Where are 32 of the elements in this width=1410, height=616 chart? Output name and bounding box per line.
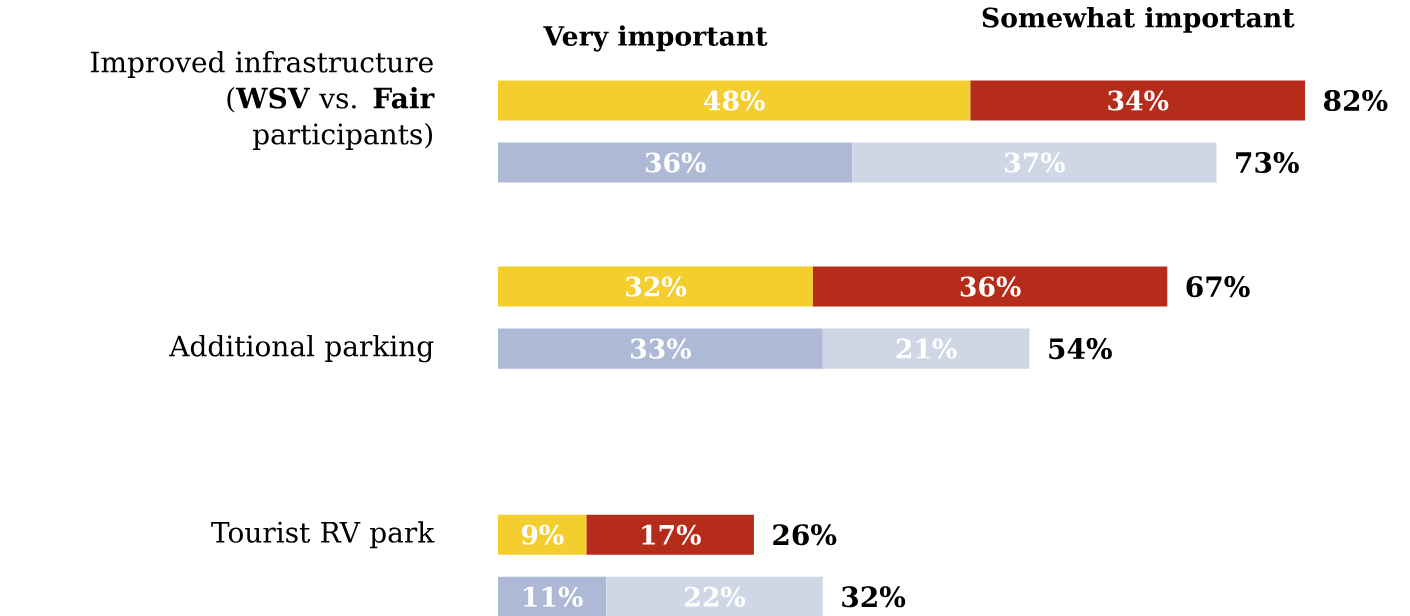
bar (586, 514, 754, 555)
bar (852, 142, 1217, 183)
bar (498, 576, 607, 616)
bar (498, 80, 971, 121)
series-label: Very important (543, 25, 768, 52)
data-label: 9% (521, 524, 564, 545)
bar (812, 266, 1168, 307)
total-label: 67% (1186, 276, 1250, 298)
total-label: 26% (773, 524, 837, 546)
data-label: 48% (704, 90, 765, 111)
bar (606, 576, 823, 616)
data-label: 36% (960, 276, 1021, 297)
data-label: 32% (626, 276, 687, 297)
data-label: 17% (642, 524, 701, 545)
y-tick-label: Tourist RV park (211, 521, 435, 549)
data-label: 34% (1108, 90, 1169, 111)
bar (498, 142, 853, 183)
data-label: 11% (524, 586, 583, 607)
series-label: Somewhat important (982, 6, 1295, 33)
total-label: 54% (1049, 338, 1112, 360)
bar (498, 514, 587, 555)
total-label: 73% (1236, 151, 1299, 174)
bar (498, 328, 823, 369)
y-tick-label: Improved infrastructure (WSV vs. Fair participants) (90, 50, 435, 151)
data-label: 33% (631, 338, 691, 359)
y-tick-label: Additional parking (169, 334, 434, 363)
bar (822, 328, 1030, 369)
bar (970, 80, 1306, 121)
data-label: 36% (645, 152, 706, 173)
total-label: 82% (1324, 89, 1388, 112)
total-label: 32% (842, 586, 906, 608)
bar (498, 266, 813, 307)
